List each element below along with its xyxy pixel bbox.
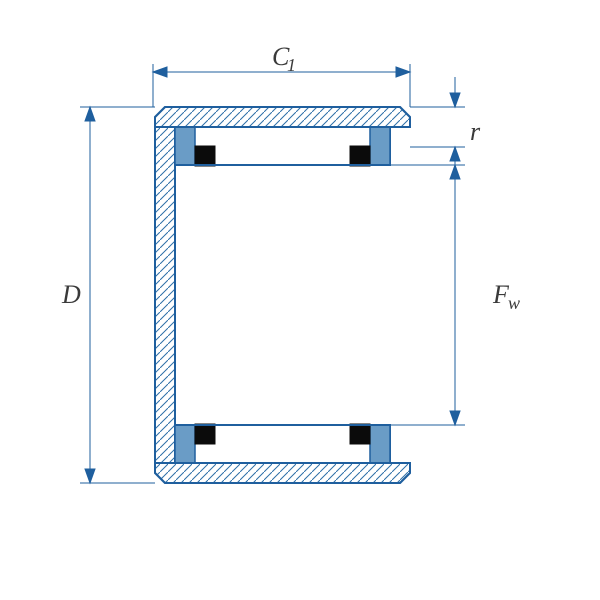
seal bbox=[370, 425, 390, 463]
label-c1-sub: 1 bbox=[287, 55, 296, 75]
bearing-diagram: C1rDFw bbox=[0, 0, 600, 600]
seal bbox=[370, 127, 390, 165]
seal bbox=[175, 127, 195, 165]
label-d: D bbox=[61, 280, 81, 309]
seal bbox=[175, 425, 195, 463]
label-fw-sub: w bbox=[508, 293, 520, 313]
bearing-cross-section bbox=[155, 107, 410, 483]
roller-end bbox=[195, 424, 215, 444]
roller-end bbox=[350, 146, 370, 166]
roller-end bbox=[195, 146, 215, 166]
label-r: r bbox=[470, 117, 481, 146]
roller-end bbox=[350, 424, 370, 444]
